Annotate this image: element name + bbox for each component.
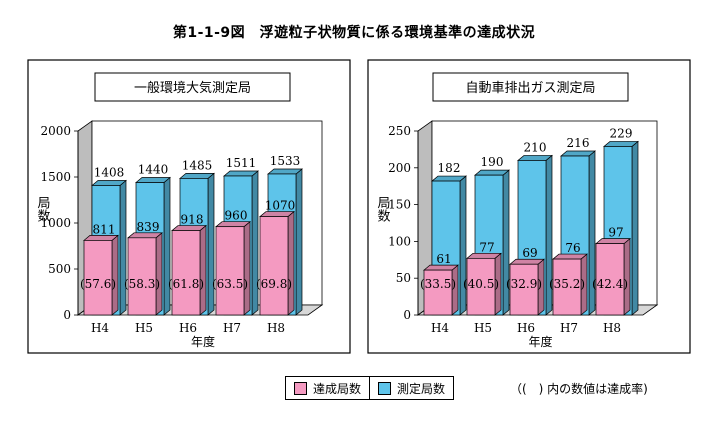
rate-note: （( ) 内の数値は達成率) (510, 382, 648, 396)
rate-label: (33.5) (420, 277, 456, 291)
data-label-measured: 1440 (138, 163, 169, 177)
bar-measured-top (517, 155, 553, 161)
rate-label: (61.8) (168, 277, 204, 291)
data-label-measured: 1485 (182, 158, 213, 172)
bar-measured-side (631, 140, 639, 316)
legend-label-achieved: 達成局数 (313, 381, 362, 396)
data-label-measured: 216 (567, 136, 590, 150)
bar-measured-top (603, 141, 639, 147)
legend-item-measured: 測定局数 (370, 376, 455, 400)
y-tick-label: 1000 (40, 216, 71, 230)
bar-achieved (509, 263, 539, 316)
rate-label: (42.4) (592, 277, 628, 291)
chart-title: 自動車排出ガス測定局 (465, 81, 595, 96)
data-label-measured: 1511 (226, 156, 257, 170)
bar-achieved (259, 216, 289, 316)
data-label-measured: 190 (481, 155, 504, 169)
bar-achieved (171, 230, 201, 316)
rate-label: (58.3) (124, 277, 160, 291)
data-label-measured: 210 (524, 140, 547, 154)
y-tick-label: 200 (388, 161, 411, 175)
legend: 達成局数 測定局数 (285, 376, 455, 400)
data-label-achieved: 76 (565, 241, 580, 255)
figure-title: 第1-1-9図 浮遊粒子状物質に係る環境基準の達成状況 (172, 25, 536, 41)
y-tick-label: 1500 (40, 170, 71, 184)
x-axis-label: 年度 (528, 334, 552, 349)
chart-group: 自動車排出ガス測定局 0 50 100 150 200 250 局数 182 61 (33.5) H4… (367, 59, 691, 354)
y-tick-label: 250 (388, 124, 411, 138)
x-tick-label: H4 (431, 321, 449, 335)
y-tick-label: 150 (388, 198, 411, 212)
bar-achieved (595, 243, 625, 316)
data-label-achieved: 97 (608, 226, 623, 240)
bar-achieved (466, 257, 496, 316)
x-tick-label: H8 (267, 321, 285, 335)
bar-achieved (215, 226, 245, 316)
x-tick-label: H8 (603, 321, 621, 335)
data-label-measured: 1408 (94, 165, 125, 179)
legend-swatch-achieved (294, 381, 307, 395)
rate-label: (63.5) (212, 277, 248, 291)
data-label-achieved: 61 (436, 252, 451, 266)
x-tick-label: H5 (474, 321, 492, 335)
legend-label-measured: 測定局数 (397, 381, 446, 396)
chart-title-box (94, 72, 291, 102)
data-label-achieved: 811 (93, 222, 116, 236)
legend-swatch-measured (378, 381, 392, 395)
data-label-achieved: 1070 (265, 199, 296, 213)
rate-label: (69.8) (256, 277, 292, 291)
data-label-achieved: 918 (181, 213, 204, 227)
rate-label: (57.6) (80, 277, 116, 291)
y-tick-label: 100 (388, 234, 411, 248)
y-tick-label: 0 (403, 308, 411, 322)
bar-measured-top (431, 175, 467, 182)
rate-label: (35.2) (549, 277, 585, 291)
data-label-achieved: 77 (479, 240, 494, 254)
data-label-measured: 229 (610, 126, 633, 140)
bar-measured-side (545, 154, 553, 316)
y-tick-label: 50 (396, 271, 411, 285)
x-tick-label: H5 (135, 321, 153, 335)
bar-achieved (83, 240, 113, 316)
y-axis-label: 局数 (375, 196, 391, 222)
rate-label: (40.5) (463, 277, 499, 291)
bar-achieved (127, 237, 157, 316)
data-label-achieved: 960 (225, 209, 248, 223)
data-label-measured: 1533 (270, 154, 301, 168)
bar-measured-top (560, 150, 596, 157)
data-label-achieved: 69 (522, 246, 537, 260)
bar-achieved (552, 258, 582, 316)
y-axis-label: 局数 (35, 196, 51, 222)
bar-measured-side (459, 175, 467, 316)
chart-group: 一般環境大気測定局 0 500 1000 1500 2000 局数 1408 811 (57.6)… (27, 59, 351, 354)
x-tick-label: H7 (223, 321, 241, 335)
data-label-achieved: 839 (137, 220, 160, 234)
x-tick-label: H6 (179, 321, 197, 335)
x-tick-label: H6 (517, 321, 535, 335)
chart-title: 一般環境大気測定局 (134, 80, 251, 96)
y-tick-label: 2000 (40, 124, 71, 138)
x-tick-label: H4 (91, 321, 109, 335)
chart-title-box (432, 72, 629, 102)
x-tick-label: H7 (560, 321, 578, 335)
legend-item-achieved: 達成局数 (285, 376, 371, 400)
y-tick-label: 0 (63, 308, 71, 322)
data-label-measured: 182 (438, 161, 461, 175)
bar-achieved (423, 269, 453, 316)
y-tick-label: 500 (48, 262, 71, 276)
rate-label: (32.9) (506, 277, 542, 291)
bar-measured-side (502, 169, 510, 316)
bar-measured-top (474, 169, 510, 176)
x-axis-label: 年度 (191, 334, 215, 349)
